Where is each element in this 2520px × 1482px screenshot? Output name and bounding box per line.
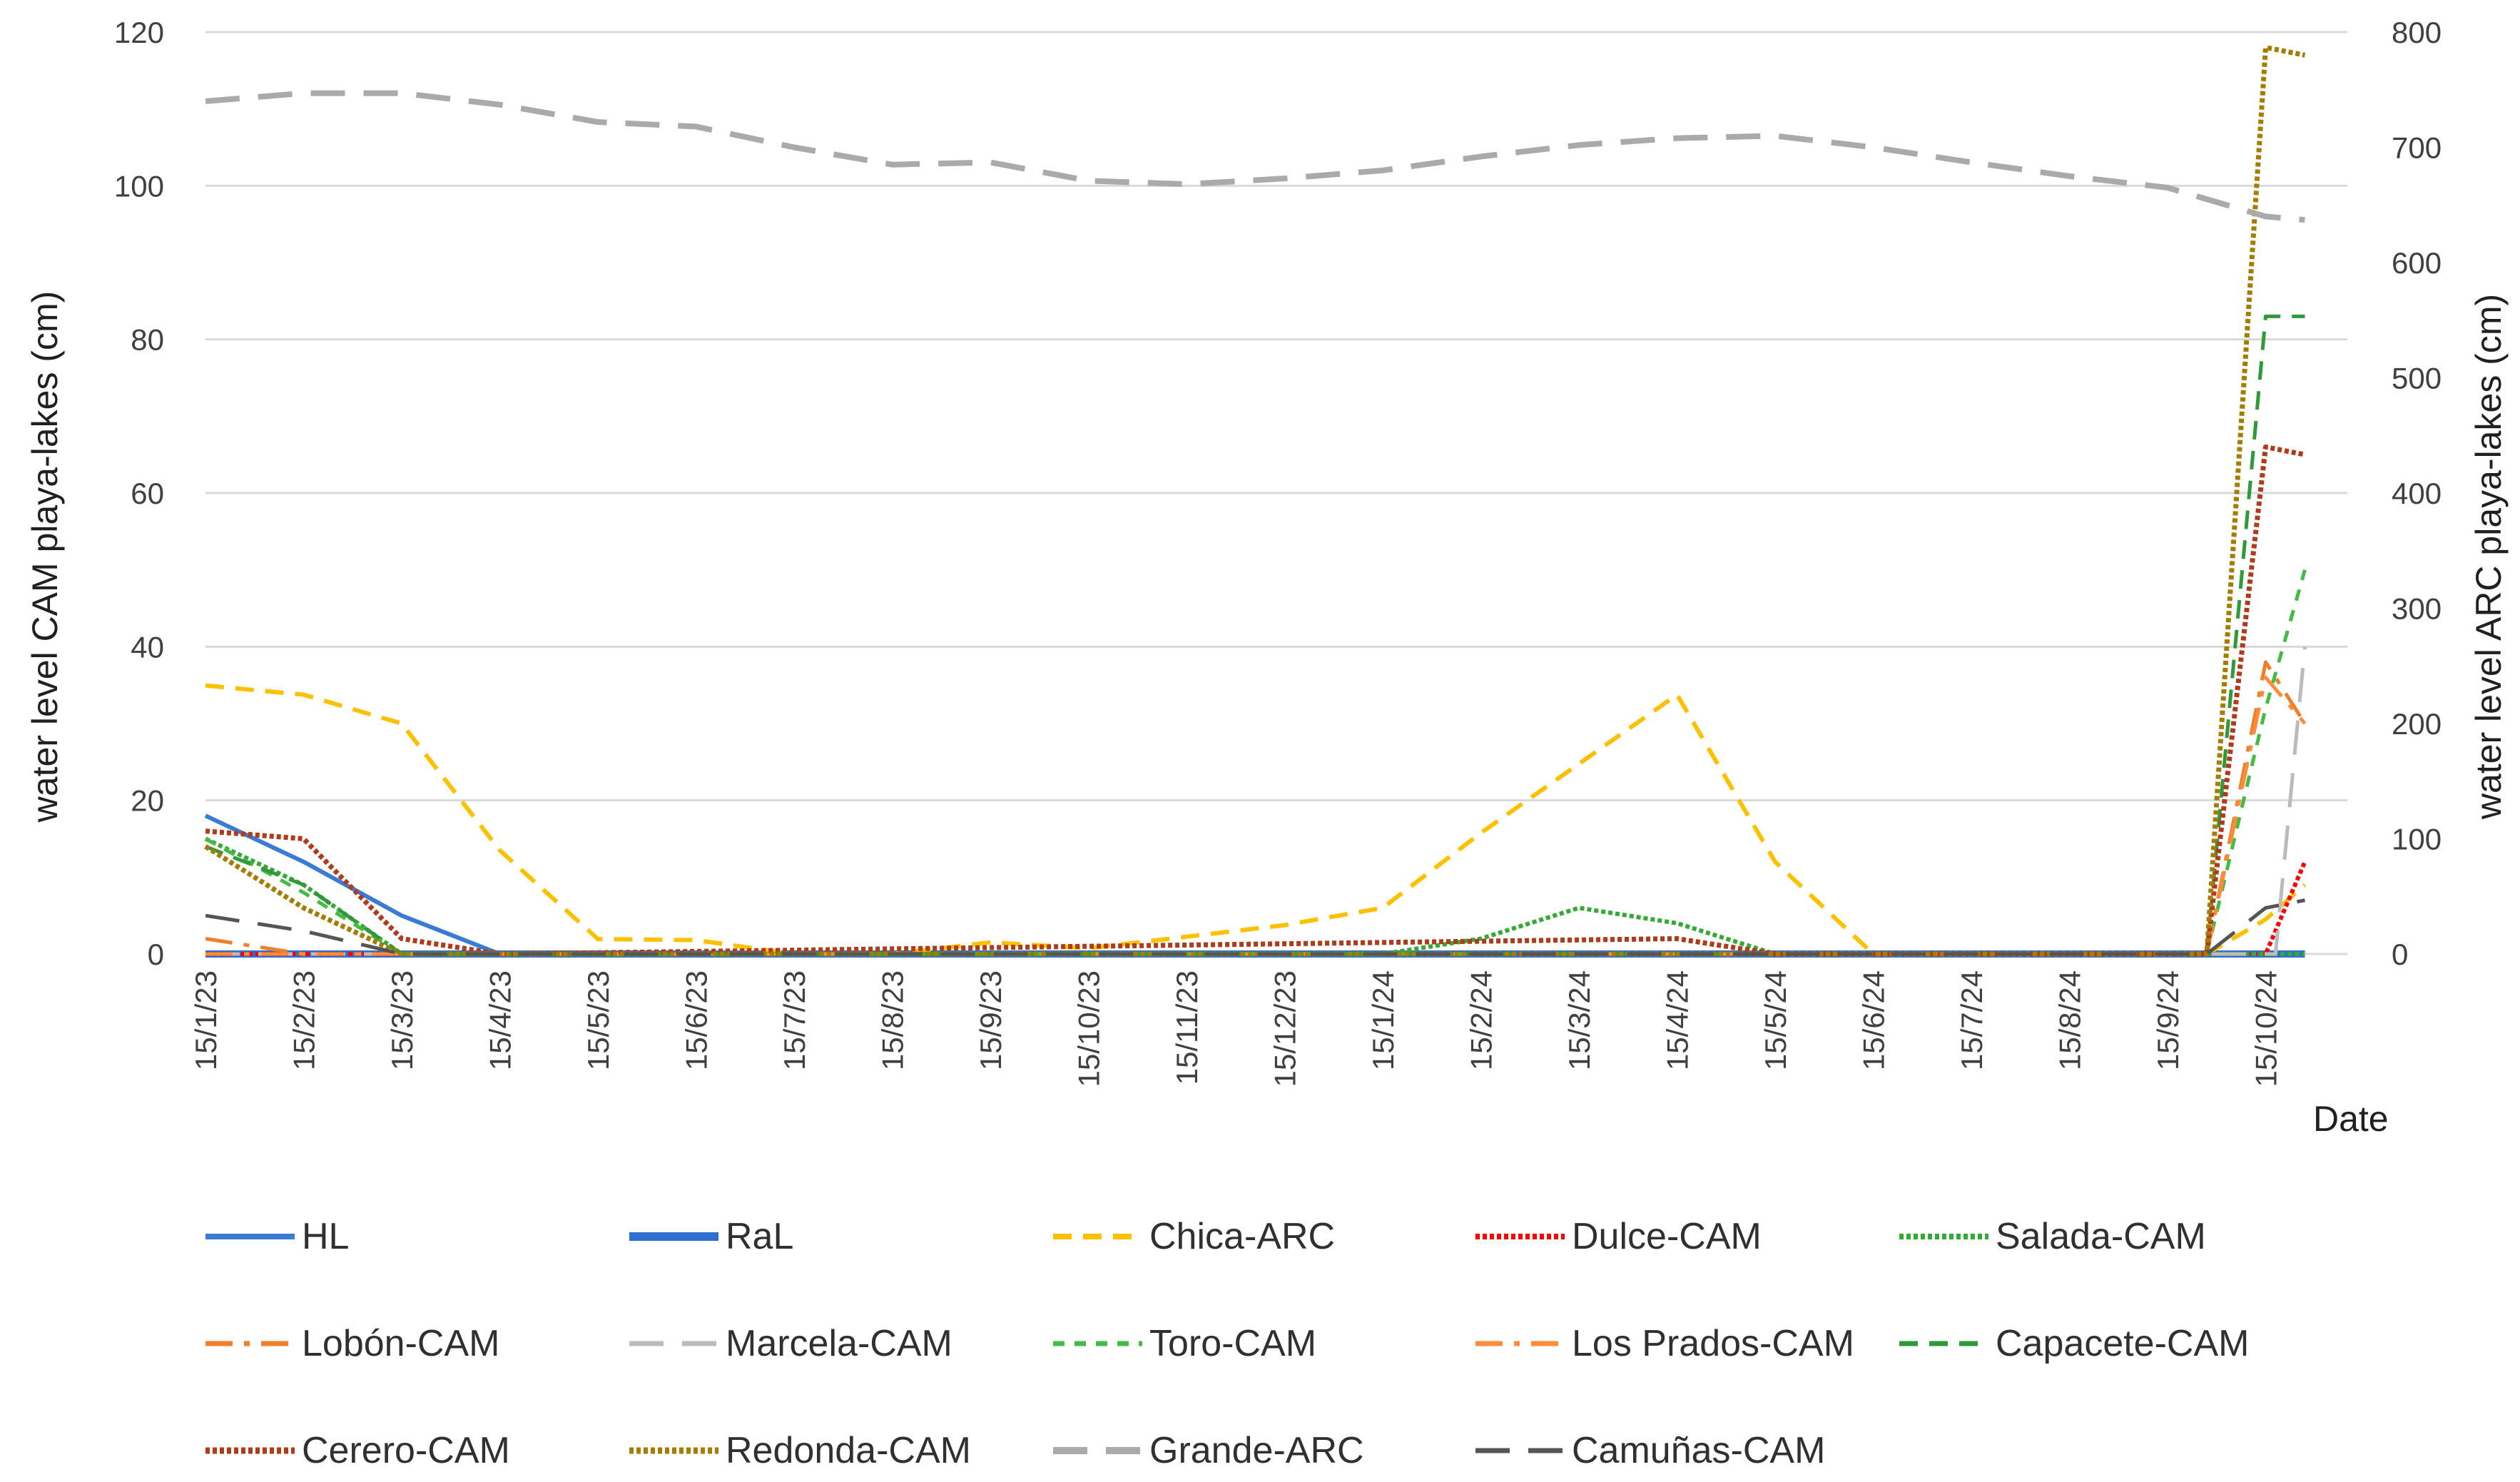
x-tick-label: 15/4/23 (484, 970, 517, 1070)
y-tick-label: 20 (131, 784, 164, 818)
x-tick-label: 15/9/23 (974, 970, 1007, 1070)
y2-tick-label: 100 (2392, 823, 2442, 856)
series-line-dulce-cam (205, 861, 2307, 956)
legend-label: Toro-CAM (1149, 1323, 1316, 1364)
series-line-hl (204, 813, 2305, 956)
x-axis-title: Date (2313, 1099, 2389, 1139)
y-tick-label: 100 (114, 169, 164, 203)
legend-label: Grande-ARC (1149, 1430, 1364, 1471)
x-tick-label: 15/7/23 (778, 970, 811, 1070)
x-tick-label: 15/8/23 (876, 970, 910, 1070)
legend-label: Capacete-CAM (1996, 1323, 2249, 1364)
y-tick-label: 0 (148, 938, 164, 971)
y2-tick-label: 200 (2392, 707, 2442, 741)
y2-tick-label: 0 (2392, 938, 2408, 971)
y2-tick-label: 700 (2392, 131, 2442, 165)
series-line-toro-cam (204, 569, 2307, 956)
legend-label: Dulce-CAM (1572, 1216, 1762, 1257)
legend-label: Marcela-CAM (726, 1323, 952, 1364)
x-tick-label: 15/5/24 (1759, 970, 1792, 1070)
y-tick-label: 40 (131, 630, 164, 664)
x-tick-label: 15/5/23 (581, 970, 615, 1070)
legend-label: Salada-CAM (1996, 1216, 2206, 1257)
x-tick-label: 15/2/23 (288, 970, 321, 1070)
y-tick-label: 80 (131, 323, 164, 357)
legend-label: RaL (726, 1216, 793, 1257)
series-line-marcela-cam (205, 646, 2307, 956)
y-tick-label: 120 (114, 16, 164, 49)
y2-tick-label: 500 (2392, 362, 2442, 395)
series-line-salada-cam (204, 836, 2305, 956)
x-tick-label: 15/6/23 (680, 970, 713, 1070)
y-tick-label: 60 (131, 477, 164, 510)
x-tick-label: 15/10/23 (1072, 970, 1106, 1087)
x-tick-label: 15/6/24 (1857, 970, 1891, 1070)
legend-label: Chica-ARC (1149, 1216, 1335, 1257)
legend-label: Camuñas-CAM (1572, 1430, 1825, 1471)
y2-axis-title: water level ARC playa-lakes (cm) (2469, 294, 2509, 820)
legend-label: Los Prados-CAM (1572, 1323, 1854, 1364)
x-tick-label: 15/2/24 (1465, 970, 1498, 1070)
x-tick-label: 15/7/24 (1955, 970, 1988, 1070)
x-tick-label: 15/11/23 (1170, 970, 1204, 1085)
x-tick-label: 15/9/24 (2151, 970, 2185, 1070)
x-tick-label: 15/3/24 (1563, 970, 1596, 1070)
x-tick-label: 15/4/24 (1661, 970, 1695, 1070)
x-tick-label: 15/1/24 (1366, 970, 1400, 1070)
gridlines (205, 31, 2347, 955)
legend-label: Lobón-CAM (302, 1323, 499, 1364)
y-axis-title: water level CAM playa-lakes (cm) (25, 291, 65, 823)
y2-tick-label: 800 (2392, 16, 2442, 49)
legend: HL RaL Chica-ARC Dulce-CAM Salada-CAM Lobón-C… (205, 1216, 2249, 1471)
series-line-chica-arc (205, 683, 2307, 956)
x-tick-label: 15/8/24 (2053, 970, 2087, 1070)
series-line-capacete-cam (205, 314, 2305, 956)
y2-tick-label: 600 (2392, 246, 2442, 280)
series-line-grande-arc (205, 90, 2305, 223)
tick-labels: 0 20 40 60 80 100 120 0 100 200 300 400 500 600 700 800… (114, 16, 2442, 1087)
y2-tick-label: 300 (2392, 592, 2442, 626)
series-line-cerero-cam (205, 444, 2306, 957)
x-tick-label: 15/12/23 (1269, 970, 1302, 1087)
x-tick-label: 15/1/23 (189, 970, 223, 1070)
y2-tick-label: 400 (2392, 477, 2442, 510)
series-line-los-prados-cam (205, 675, 2307, 956)
legend-label: HL (302, 1216, 349, 1257)
series-line-camu-as-cam (205, 898, 2305, 956)
legend-label: Cerero-CAM (302, 1430, 510, 1471)
series-layer (204, 45, 2307, 958)
series-line-redonda-cam (204, 45, 2306, 957)
legend-label: Redonda-CAM (726, 1430, 971, 1471)
series-line-lob-n-cam (205, 660, 2307, 956)
x-tick-label: 15/3/23 (385, 970, 419, 1070)
x-tick-label: 15/10/24 (2250, 970, 2283, 1087)
